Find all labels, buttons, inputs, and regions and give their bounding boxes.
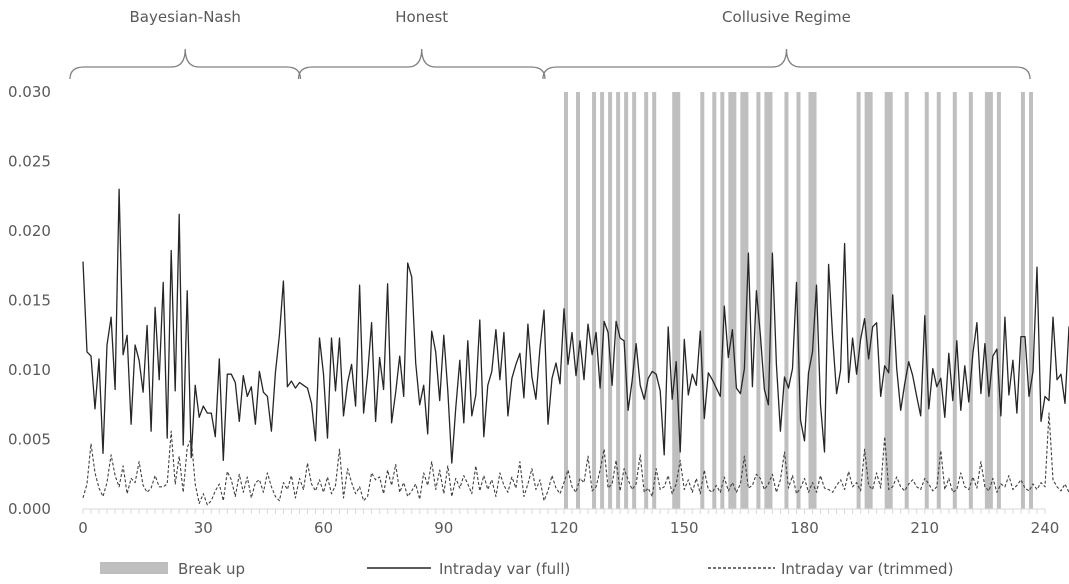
y-tick-label: 0.025	[8, 153, 51, 171]
break-up-bar	[712, 92, 717, 509]
y-tick-label: 0.005	[8, 431, 51, 449]
x-tick-label: 240	[1031, 519, 1060, 537]
break-up-bar	[904, 92, 909, 509]
legend-label-full: Intraday var (full)	[439, 560, 570, 578]
break-up-bar	[624, 92, 629, 509]
regime-label: Honest	[395, 8, 448, 26]
x-tick-label: 60	[314, 519, 333, 537]
legend-item-break-up: Break up	[100, 560, 245, 578]
y-tick-label: 0.000	[8, 500, 51, 518]
line-intraday-var-full	[82, 188, 1069, 464]
break-up-bar	[796, 92, 801, 509]
legend-item-trimmed: Intraday var (trimmed)	[708, 560, 953, 578]
legend-label-trimmed: Intraday var (trimmed)	[781, 560, 953, 578]
break-up-bar	[632, 92, 637, 509]
break-up-bar	[864, 92, 873, 509]
y-tick-label: 0.020	[8, 222, 51, 240]
y-tick-label: 0.030	[8, 83, 51, 101]
y-axis: 0.000 0.005 0.010 0.015 0.020 0.025 0.030	[8, 83, 51, 518]
break-up-bar	[652, 92, 657, 509]
break-up-bar	[996, 92, 1001, 509]
series-lines	[82, 188, 1069, 506]
break-up-bar	[764, 92, 773, 509]
line-intraday-var-trimmed	[82, 412, 1069, 506]
break-up-bar	[784, 92, 789, 509]
break-up-bar	[808, 92, 817, 509]
regime-brackets: Bayesian-Nash Honest Collusive Regime	[69, 8, 1031, 80]
break-up-bar	[592, 92, 597, 509]
break-up-bars	[564, 92, 1033, 509]
break-up-bar	[952, 92, 957, 509]
x-tick-label: 150	[670, 519, 699, 537]
x-tick-label: 120	[550, 519, 579, 537]
break-up-bar	[576, 92, 581, 509]
regime-label: Bayesian-Nash	[130, 8, 241, 26]
break-up-bar	[616, 92, 621, 509]
break-up-bar	[1028, 92, 1033, 509]
break-up-bar	[756, 92, 761, 509]
regime-label: Collusive Regime	[722, 8, 851, 26]
break-up-bar	[564, 92, 569, 509]
x-tick-label: 90	[434, 519, 453, 537]
y-tick-label: 0.010	[8, 361, 51, 379]
break-up-bar	[672, 92, 681, 509]
break-up-bar	[968, 92, 973, 509]
regime-bracket	[542, 48, 1031, 80]
break-up-bar	[924, 92, 929, 509]
regime-bracket	[297, 48, 546, 80]
x-tick-label: 180	[790, 519, 819, 537]
x-tick-label: 0	[78, 519, 88, 537]
break-up-bar	[600, 92, 605, 509]
break-up-bar	[1020, 92, 1025, 509]
x-tick-label: 210	[910, 519, 939, 537]
break-up-bar	[700, 92, 705, 509]
legend-label-break-up: Break up	[178, 560, 245, 578]
break-up-bar	[720, 92, 725, 509]
break-up-bar	[984, 92, 993, 509]
legend: Break up Intraday var (full) Intraday va…	[100, 560, 953, 578]
y-tick-label: 0.015	[8, 292, 51, 310]
break-up-bar	[608, 92, 613, 509]
break-up-bar	[740, 92, 749, 509]
regime-bracket	[69, 48, 302, 80]
break-up-bar	[936, 92, 941, 509]
x-axis: 0 30 60 90 120 150 180 210 240	[78, 509, 1059, 537]
break-up-bar	[644, 92, 649, 509]
break-up-bar	[856, 92, 861, 509]
break-up-bar	[728, 92, 737, 509]
break-up-bar	[884, 92, 893, 509]
legend-swatch-break-up	[100, 562, 168, 574]
x-tick-label: 30	[194, 519, 213, 537]
legend-item-full: Intraday var (full)	[367, 560, 570, 578]
